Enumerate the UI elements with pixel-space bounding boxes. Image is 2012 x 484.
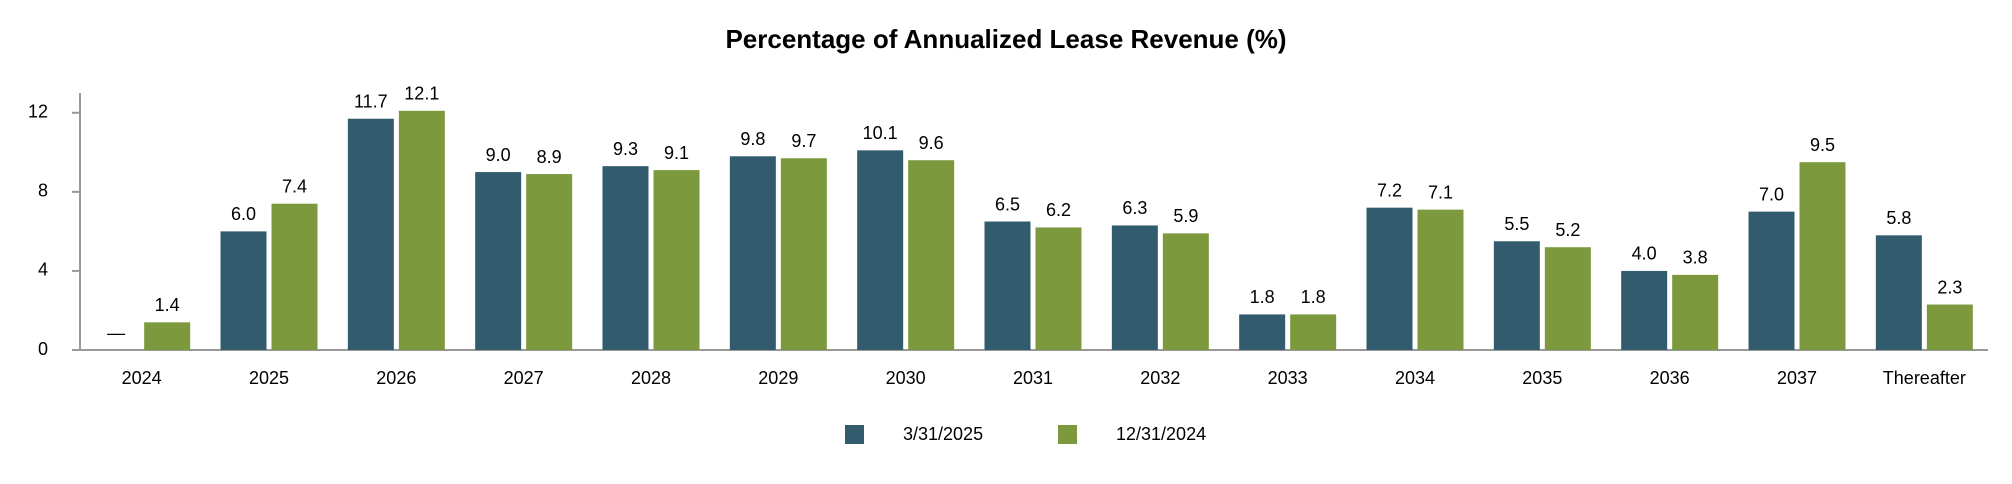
data-label: 9.7: [791, 131, 816, 151]
data-label: 1.8: [1250, 287, 1275, 307]
data-label: 9.3: [613, 139, 638, 159]
x-tick-label: 2030: [886, 368, 926, 388]
bar: [1239, 314, 1286, 350]
bar: [1875, 235, 1922, 350]
data-label: 2.3: [1937, 277, 1962, 297]
x-tick-label: 2035: [1522, 368, 1562, 388]
data-label: 7.4: [282, 176, 307, 196]
bar: [1621, 270, 1668, 350]
bar: [271, 203, 318, 350]
x-tick-label: 2029: [758, 368, 798, 388]
data-label: 1.8: [1301, 287, 1326, 307]
data-label: 5.2: [1555, 220, 1580, 240]
bar: [1493, 241, 1540, 350]
legend-label: 12/31/2024: [1116, 424, 1206, 444]
bar: [1290, 314, 1337, 350]
bar: [475, 172, 522, 350]
data-label: 6.3: [1122, 198, 1147, 218]
bar: [1748, 211, 1795, 350]
x-tick-label: 2037: [1777, 368, 1817, 388]
data-label: 11.7: [354, 91, 388, 111]
bar: [398, 110, 445, 351]
data-label: 8.9: [537, 147, 562, 167]
bar: [602, 166, 649, 350]
y-tick-label: 0: [38, 339, 48, 359]
bar: [1162, 233, 1209, 350]
data-label: 9.6: [919, 133, 944, 153]
chart-title: Percentage of Annualized Lease Revenue (…: [725, 24, 1286, 54]
x-tick-label: 2036: [1650, 368, 1690, 388]
x-tick-label: 2024: [122, 368, 162, 388]
data-label: 10.1: [863, 123, 898, 143]
data-label: 7.0: [1759, 184, 1784, 204]
data-label: 6.2: [1046, 200, 1071, 220]
data-label: 6.0: [231, 204, 256, 224]
data-label: 12.1: [404, 84, 439, 104]
data-label: 9.5: [1810, 135, 1835, 155]
y-tick-label: 4: [38, 260, 48, 280]
x-tick-label: 2031: [1013, 368, 1053, 388]
bar: [729, 156, 776, 350]
data-label: —: [107, 323, 125, 343]
bar: [984, 221, 1031, 350]
data-label: 9.1: [664, 143, 689, 163]
bar: [1417, 209, 1464, 350]
bar: [1799, 162, 1846, 350]
bar: [1111, 225, 1158, 350]
legend-swatch: [845, 425, 864, 444]
bar: [780, 158, 827, 350]
bar: [1035, 227, 1082, 350]
bar: [1672, 274, 1719, 350]
x-tick-label: Thereafter: [1883, 368, 1966, 388]
x-tick-label: 2026: [376, 368, 416, 388]
x-tick-label: 2025: [249, 368, 289, 388]
data-label: 1.4: [155, 295, 180, 315]
data-label: 6.5: [995, 194, 1020, 214]
x-tick-label: 2028: [631, 368, 671, 388]
data-label: 5.5: [1504, 214, 1529, 234]
bar: [144, 322, 191, 350]
bar: [220, 231, 267, 350]
data-label: 5.9: [1173, 206, 1198, 226]
x-tick-label: 2034: [1395, 368, 1435, 388]
data-label: 7.2: [1377, 180, 1402, 200]
bar: [1366, 207, 1413, 350]
bar: [1926, 304, 1973, 350]
bar: [653, 170, 700, 350]
data-label: 7.1: [1428, 182, 1453, 202]
x-tick-label: 2032: [1140, 368, 1180, 388]
data-label: 9.8: [740, 129, 765, 149]
y-tick-label: 8: [38, 181, 48, 201]
legend-label: 3/31/2025: [903, 424, 983, 444]
bar: [347, 118, 394, 350]
legend-swatch: [1058, 425, 1077, 444]
x-tick-label: 2033: [1268, 368, 1308, 388]
data-label: 5.8: [1886, 208, 1911, 228]
data-label: 4.0: [1632, 244, 1657, 264]
data-label: 3.8: [1683, 248, 1708, 268]
bar: [1544, 247, 1591, 350]
x-tick-label: 2027: [504, 368, 544, 388]
bar: [908, 160, 955, 350]
bar: [526, 174, 573, 350]
y-tick-label: 12: [28, 102, 48, 122]
data-label: 9.0: [486, 145, 511, 165]
bar: [857, 150, 904, 350]
